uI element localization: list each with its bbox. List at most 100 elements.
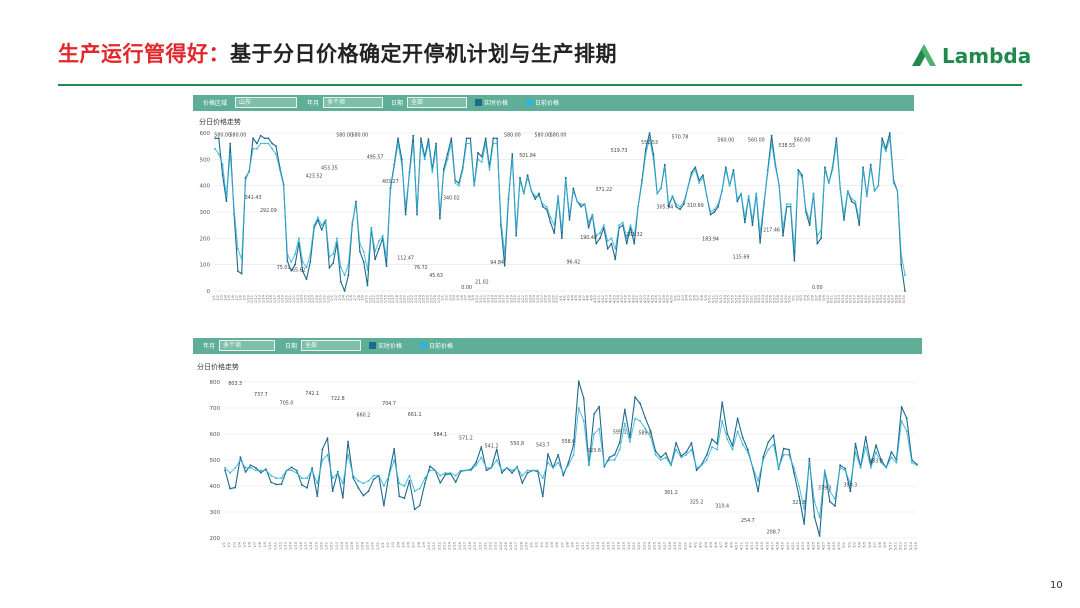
x-tick-label: 3/31	[555, 295, 559, 303]
x-tick-label: 3/29	[547, 294, 551, 303]
data-point	[675, 203, 678, 205]
x-tick-label: 4/10	[593, 294, 597, 303]
legend-swatch-realtime	[475, 99, 482, 106]
data-point	[888, 137, 891, 140]
data-point	[484, 137, 487, 140]
x-tick-label: 1/6	[248, 541, 252, 547]
x-tick-label: 5/14	[723, 294, 727, 303]
x-tick-label: 3/6	[460, 294, 464, 300]
x-tick-label: 4/9	[729, 541, 733, 547]
data-point	[751, 224, 754, 227]
data-point	[316, 482, 319, 485]
data-point	[270, 474, 273, 477]
data-point	[698, 182, 701, 184]
data-point	[217, 137, 220, 140]
data-point	[644, 427, 647, 430]
x-tick-label: 2/15	[453, 542, 457, 550]
x-tick-label: 6/8	[818, 294, 822, 300]
x-tick-label: 2/9	[422, 541, 426, 547]
data-point	[374, 258, 377, 261]
data-point	[326, 453, 329, 456]
data-point	[326, 437, 329, 440]
data-point	[736, 197, 739, 200]
data-label: 310.4	[715, 503, 729, 509]
data-point	[526, 176, 529, 179]
x-tick-label: 2/3	[338, 295, 342, 301]
filter-select-date[interactable]: 全部	[407, 97, 467, 108]
x-tick-label: 1/31	[326, 295, 330, 303]
x-tick-label: 3/8	[565, 541, 569, 547]
data-point	[248, 168, 251, 171]
data-point	[648, 132, 651, 134]
data-point	[309, 261, 312, 263]
x-tick-label: 3/17	[612, 542, 616, 550]
x-tick-label: 2/10	[364, 294, 368, 303]
data-point	[862, 168, 864, 171]
data-point	[816, 234, 819, 237]
x-tick-label: 2/12	[437, 542, 441, 550]
data-point	[282, 184, 285, 187]
x-tick-label: 4/18	[624, 294, 628, 303]
x-tick-label: 6/29	[898, 294, 902, 303]
series-line	[224, 407, 918, 518]
top-price-chart: 0 100 200 300 400 500 600 1/1 1/2 1/3 1/4 1/5 1/6 1/7…	[200, 131, 907, 303]
x-tick-label: 5/1	[842, 542, 846, 548]
x-tick-label: 4/17	[770, 542, 774, 550]
x-tick-label: 3/7	[560, 542, 564, 548]
x-tick-label: 2/7	[412, 542, 416, 548]
data-point	[511, 153, 514, 155]
data-point	[355, 203, 357, 205]
x-tick-label: 2/21	[483, 542, 487, 550]
data-point	[403, 485, 406, 487]
data-point	[741, 436, 744, 439]
x-tick-label: 1/9	[263, 541, 267, 547]
data-label: 94.84	[490, 260, 504, 266]
filter-select-date[interactable]: 全部	[301, 340, 361, 351]
x-tick-label: 4/6	[578, 294, 582, 300]
filter-select-month[interactable]: 多个项	[219, 340, 275, 351]
x-tick-label: 3/31	[683, 542, 687, 550]
data-point	[398, 495, 401, 498]
data-point	[633, 242, 636, 245]
data-point	[767, 441, 770, 443]
data-point	[412, 134, 415, 137]
data-point	[904, 274, 906, 277]
x-tick-label: 6/26	[887, 294, 891, 303]
data-point	[393, 459, 396, 461]
data-point	[801, 174, 803, 177]
data-point	[252, 137, 255, 140]
data-point	[398, 482, 401, 485]
x-tick-label: 5/3	[852, 542, 856, 548]
data-label: 580.00	[534, 132, 551, 138]
x-tick-label: 4/27	[658, 295, 662, 303]
x-tick-label: 2/29	[524, 541, 528, 550]
data-point	[259, 469, 262, 472]
filter-select-region[interactable]: 山东	[235, 97, 297, 108]
x-tick-label: 1/31	[376, 542, 380, 550]
x-tick-label: 2/22	[410, 295, 414, 303]
data-point	[362, 250, 365, 253]
x-tick-label: 3/3	[540, 542, 544, 548]
x-tick-label: 1/19	[281, 294, 285, 303]
data-point	[263, 137, 266, 140]
data-label: 361.2	[664, 490, 678, 496]
legend-swatch-realtime	[369, 342, 376, 349]
data-point	[270, 481, 273, 484]
data-point	[746, 448, 749, 451]
x-tick-label: 5/23	[757, 295, 761, 303]
x-tick-label: 6/21	[868, 295, 872, 303]
data-point	[526, 469, 529, 472]
data-point	[793, 259, 796, 262]
data-point	[797, 171, 800, 174]
data-point	[705, 453, 708, 456]
data-point	[388, 474, 390, 477]
data-point	[664, 456, 667, 459]
data-point	[690, 441, 693, 444]
x-tick-label: 5/15	[914, 542, 918, 550]
data-point	[746, 451, 749, 454]
x-tick-label: 1/29	[366, 541, 370, 550]
data-point	[233, 208, 235, 211]
lambda-logo: Lambda	[910, 42, 1031, 72]
data-point	[772, 434, 775, 437]
filter-select-month[interactable]: 多个项	[323, 97, 383, 108]
